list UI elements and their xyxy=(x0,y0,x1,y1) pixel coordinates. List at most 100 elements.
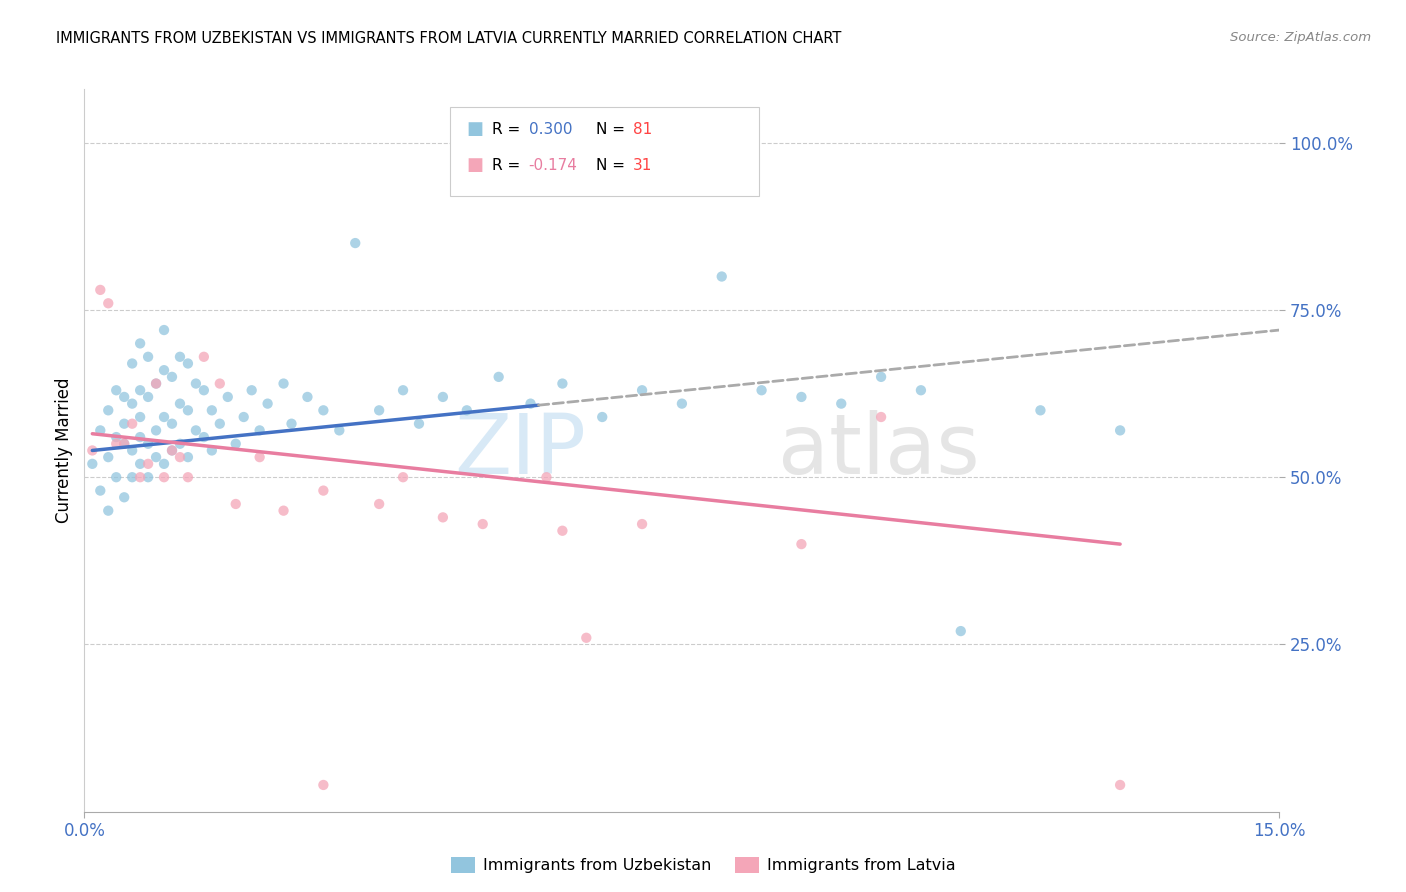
Point xyxy=(392,470,415,484)
Point xyxy=(1109,778,1132,792)
Text: N =: N = xyxy=(596,158,630,172)
Point xyxy=(105,430,128,444)
Point xyxy=(193,384,215,398)
Text: N =: N = xyxy=(596,122,630,136)
Point xyxy=(177,403,200,417)
Point xyxy=(136,350,159,364)
Point xyxy=(112,491,135,505)
Point xyxy=(273,376,295,391)
Point xyxy=(225,497,247,511)
Point xyxy=(232,410,254,425)
Text: Source: ZipAtlas.com: Source: ZipAtlas.com xyxy=(1230,31,1371,45)
Point xyxy=(751,384,773,398)
Point xyxy=(112,436,135,450)
Point xyxy=(208,417,231,431)
Point xyxy=(160,369,183,384)
Point xyxy=(129,457,152,471)
Point xyxy=(112,417,135,431)
Legend: Immigrants from Uzbekistan, Immigrants from Latvia: Immigrants from Uzbekistan, Immigrants f… xyxy=(444,850,962,880)
Point xyxy=(249,450,271,465)
Point xyxy=(870,410,893,425)
Point xyxy=(671,396,693,410)
Point xyxy=(312,778,335,792)
Point xyxy=(169,396,191,410)
Point xyxy=(136,457,159,471)
Point xyxy=(344,236,367,251)
Point xyxy=(97,296,120,310)
Point xyxy=(910,384,932,398)
Point xyxy=(136,436,159,450)
Point xyxy=(225,436,247,450)
Point xyxy=(97,403,120,417)
Point xyxy=(169,350,191,364)
Point xyxy=(1109,424,1132,438)
Point xyxy=(631,384,654,398)
Point xyxy=(169,436,191,450)
Point xyxy=(471,517,494,532)
Point xyxy=(328,424,350,438)
Point xyxy=(129,430,152,444)
Text: ZIP: ZIP xyxy=(454,410,586,491)
Point xyxy=(790,390,813,404)
Point xyxy=(82,443,104,458)
Point xyxy=(368,497,391,511)
Point xyxy=(89,283,111,297)
Y-axis label: Currently Married: Currently Married xyxy=(55,377,73,524)
Point xyxy=(631,517,654,532)
Point xyxy=(153,457,176,471)
Point xyxy=(551,376,574,391)
Point xyxy=(193,430,215,444)
Point xyxy=(273,503,295,517)
Point xyxy=(169,450,191,465)
Point xyxy=(297,390,319,404)
Point xyxy=(129,470,152,484)
Text: IMMIGRANTS FROM UZBEKISTAN VS IMMIGRANTS FROM LATVIA CURRENTLY MARRIED CORRELATI: IMMIGRANTS FROM UZBEKISTAN VS IMMIGRANTS… xyxy=(56,31,842,46)
Text: ■: ■ xyxy=(467,156,484,174)
Point xyxy=(105,436,128,450)
Point xyxy=(193,350,215,364)
Point xyxy=(551,524,574,538)
Point xyxy=(177,470,200,484)
Point xyxy=(536,470,558,484)
Point xyxy=(97,503,120,517)
Point xyxy=(184,424,207,438)
Point xyxy=(312,403,335,417)
Point xyxy=(392,384,415,398)
Point xyxy=(456,403,478,417)
Point xyxy=(870,369,893,384)
Point xyxy=(184,376,207,391)
Point xyxy=(145,424,167,438)
Point xyxy=(408,417,430,431)
Point xyxy=(1029,403,1052,417)
Text: -0.174: -0.174 xyxy=(529,158,578,172)
Point xyxy=(105,384,128,398)
Text: ■: ■ xyxy=(467,120,484,138)
Point xyxy=(312,483,335,498)
Point xyxy=(105,470,128,484)
Text: atlas: atlas xyxy=(778,410,979,491)
Point xyxy=(145,376,167,391)
Point xyxy=(145,376,167,391)
Point xyxy=(121,443,143,458)
Point xyxy=(160,443,183,458)
Point xyxy=(591,410,613,425)
Point xyxy=(368,403,391,417)
Point xyxy=(160,443,183,458)
Point xyxy=(432,510,454,524)
Point xyxy=(153,323,176,337)
Point xyxy=(519,396,541,410)
Point xyxy=(217,390,239,404)
Text: R =: R = xyxy=(492,122,526,136)
Point xyxy=(240,384,263,398)
Point xyxy=(121,470,143,484)
Point xyxy=(710,269,733,284)
Point xyxy=(153,470,176,484)
Point xyxy=(153,410,176,425)
Point xyxy=(136,470,159,484)
Point xyxy=(112,436,135,450)
Point xyxy=(575,631,598,645)
Point xyxy=(121,356,143,371)
Point xyxy=(121,417,143,431)
Point xyxy=(89,424,111,438)
Point xyxy=(177,356,200,371)
